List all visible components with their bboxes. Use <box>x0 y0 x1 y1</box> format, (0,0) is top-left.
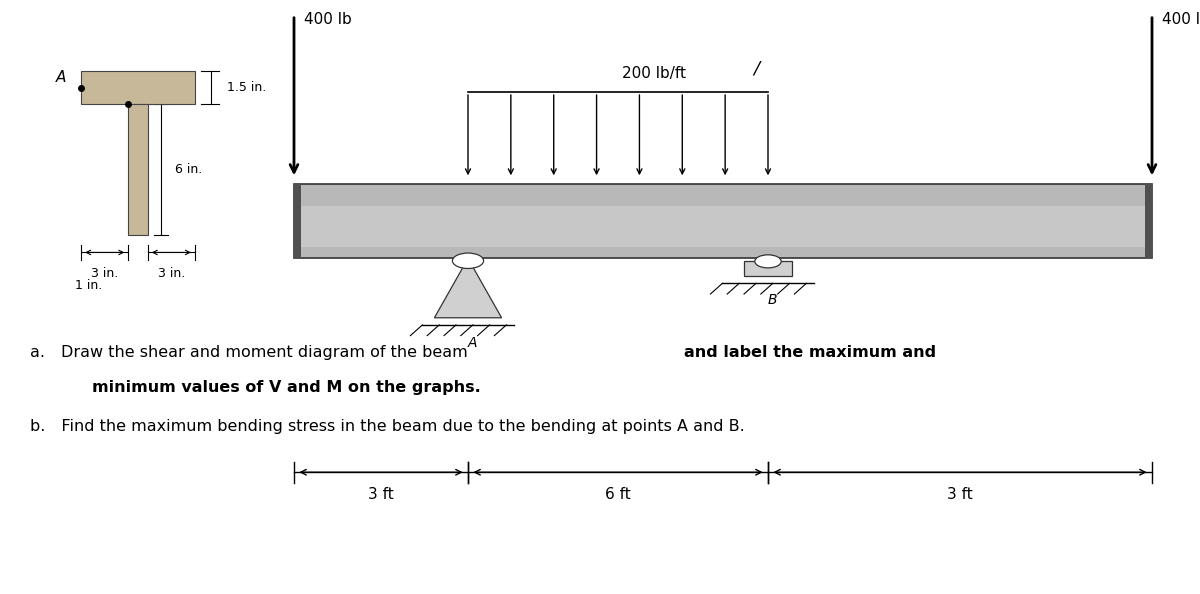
Bar <box>128 104 148 235</box>
Text: B: B <box>768 293 778 307</box>
Text: B: B <box>103 86 114 101</box>
Text: b. Find the maximum bending stress in the beam due to the bending at points A an: b. Find the maximum bending stress in th… <box>30 419 745 434</box>
Bar <box>294 184 301 258</box>
Circle shape <box>755 255 781 268</box>
Text: 6 in.: 6 in. <box>175 163 203 176</box>
Text: A: A <box>468 336 478 350</box>
Text: 1 in.: 1 in. <box>74 279 102 292</box>
Text: /: / <box>752 59 760 77</box>
Text: 400 lb: 400 lb <box>304 12 352 27</box>
Text: 400 lb: 400 lb <box>1162 12 1200 27</box>
Circle shape <box>452 253 484 268</box>
Bar <box>296 207 1150 247</box>
Text: 3 ft: 3 ft <box>947 487 973 502</box>
Text: 3 in.: 3 in. <box>91 267 119 280</box>
Bar <box>744 261 792 276</box>
Text: 200 lb/ft: 200 lb/ft <box>622 67 686 81</box>
Text: a. Draw the shear and moment diagram of the beam: a. Draw the shear and moment diagram of … <box>30 345 473 359</box>
Text: 6 ft: 6 ft <box>605 487 631 502</box>
Text: 3 ft: 3 ft <box>368 487 394 502</box>
Text: minimum values of V and M on the graphs.: minimum values of V and M on the graphs. <box>92 380 481 395</box>
Text: A: A <box>56 69 67 84</box>
Text: 3 in.: 3 in. <box>157 267 185 280</box>
Bar <box>1145 184 1152 258</box>
Bar <box>294 184 1152 258</box>
Bar <box>82 71 194 104</box>
Polygon shape <box>434 258 502 318</box>
Text: 1.5 in.: 1.5 in. <box>228 81 266 94</box>
Text: and label the maximum and: and label the maximum and <box>684 345 936 359</box>
